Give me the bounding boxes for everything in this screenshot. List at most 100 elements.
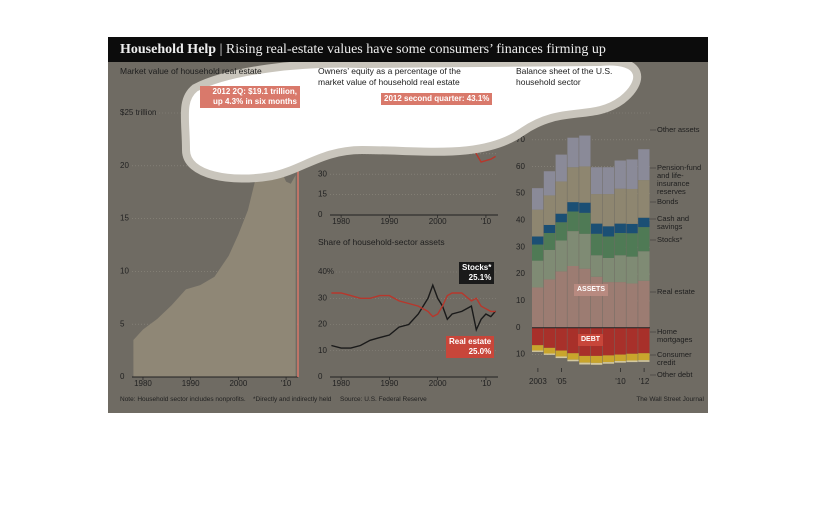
bar-segment bbox=[567, 202, 579, 212]
legend-entry: Pension-fund and life-insurance reserves bbox=[657, 163, 702, 196]
bar-segment bbox=[602, 362, 615, 364]
bar-segment bbox=[602, 226, 615, 237]
bar-segment bbox=[591, 194, 603, 224]
bar-segment bbox=[555, 213, 567, 223]
x-tick-label: 1980 bbox=[332, 379, 350, 388]
bar-segment bbox=[532, 236, 544, 245]
bar-segment bbox=[591, 355, 603, 363]
bar-segment bbox=[614, 223, 626, 233]
bar-segment bbox=[555, 327, 567, 351]
bar-segment bbox=[543, 327, 556, 348]
bar-segment bbox=[567, 137, 579, 168]
y-tick-label: 20 bbox=[318, 320, 327, 329]
bar-segment bbox=[532, 188, 544, 210]
x-tick-label: 1990 bbox=[380, 217, 398, 226]
bar-segment bbox=[638, 327, 650, 354]
bar-segment bbox=[532, 287, 544, 328]
bar-segment bbox=[591, 223, 603, 234]
legend-entry: Other debt bbox=[657, 370, 693, 379]
bar-segment bbox=[579, 166, 591, 203]
header-title: Household Help bbox=[120, 42, 217, 57]
legend-entry: Real estate bbox=[657, 287, 695, 296]
bar-segment bbox=[626, 159, 638, 189]
y-tick-label: 10 bbox=[120, 267, 129, 276]
bar-segment bbox=[614, 282, 626, 328]
bar-segment bbox=[555, 222, 567, 241]
chart-title: Owners’ equity as a percentage of the ma… bbox=[318, 66, 461, 87]
legend-entry: Other assets bbox=[657, 125, 700, 134]
line bbox=[331, 292, 496, 318]
x-tick-label: 2000 bbox=[229, 379, 247, 388]
bar-segment bbox=[532, 345, 544, 351]
y-tick-label: 10 bbox=[516, 350, 525, 359]
y-tick-label: 10 bbox=[318, 346, 327, 355]
annotation: DEBT bbox=[578, 334, 604, 346]
separator: | bbox=[219, 42, 223, 57]
y-tick-label: 40% bbox=[318, 267, 334, 276]
legend-name: Stocks* bbox=[462, 263, 492, 272]
bar-segment bbox=[591, 233, 603, 256]
x-tick-label: '12 bbox=[639, 377, 650, 386]
area bbox=[133, 128, 296, 377]
bar-segment bbox=[638, 227, 650, 252]
bar-segment bbox=[591, 362, 603, 365]
y-tick-label: 20 bbox=[120, 161, 129, 170]
bar-segment bbox=[602, 194, 615, 227]
x-tick-label: 1990 bbox=[380, 379, 398, 388]
y-tick-label: 70 bbox=[516, 135, 525, 144]
bar-segment bbox=[626, 353, 638, 361]
bar-segment bbox=[638, 149, 650, 181]
bar-segment bbox=[614, 188, 626, 224]
bar-segment bbox=[591, 276, 603, 328]
bar-segment bbox=[626, 360, 638, 363]
annotation: ASSETS bbox=[574, 284, 609, 296]
series-label: Stocks* 25.1% bbox=[459, 262, 495, 284]
bar-segment bbox=[543, 249, 556, 280]
legend-entry: Consumer credit bbox=[657, 350, 692, 367]
bar-segment bbox=[591, 167, 603, 195]
x-tick-label: '10 bbox=[481, 379, 492, 388]
x-tick-label: 1990 bbox=[182, 379, 200, 388]
x-tick-label: '10 bbox=[281, 379, 292, 388]
bar-segment bbox=[614, 160, 626, 189]
chart-title: Market value of household real estate bbox=[120, 66, 262, 76]
header-subtitle: Rising real-estate values have some cons… bbox=[225, 42, 606, 57]
bar-segment bbox=[555, 181, 567, 214]
bar-segment bbox=[614, 232, 626, 256]
x-tick-label: '10 bbox=[481, 217, 492, 226]
y-tick-label: 30 bbox=[318, 293, 327, 302]
bar-segment bbox=[626, 327, 638, 354]
bar-segment bbox=[555, 356, 567, 359]
bar-segment bbox=[579, 362, 591, 365]
bar-segment bbox=[602, 327, 615, 356]
legend-entry: Bonds bbox=[657, 197, 679, 206]
line bbox=[331, 283, 497, 349]
bar-segment bbox=[567, 359, 579, 362]
bar-segment bbox=[543, 232, 556, 250]
y-tick-label: 0 bbox=[120, 372, 125, 381]
footnote: *Directly and indirectly held bbox=[253, 396, 332, 403]
bar-segment bbox=[567, 211, 579, 232]
bar-segment bbox=[567, 353, 579, 360]
bar-segment bbox=[579, 233, 591, 269]
legend-entry: Home mortgages bbox=[657, 327, 693, 344]
bar-segment bbox=[532, 244, 544, 261]
y-tick-label: 30 bbox=[318, 169, 327, 178]
bar-segment bbox=[638, 360, 650, 362]
bar-segment bbox=[555, 350, 567, 357]
annotation: 2012 second quarter: 43.1% bbox=[381, 93, 493, 105]
bar-segment bbox=[638, 217, 650, 228]
bar-segment bbox=[638, 353, 650, 361]
y-tick-label: $25 trillion bbox=[120, 108, 156, 117]
bar-segment bbox=[614, 361, 626, 363]
y-tick-label: 60 bbox=[516, 162, 525, 171]
bar-segment bbox=[579, 268, 591, 328]
bar-segment bbox=[567, 266, 579, 328]
bar-segment bbox=[626, 188, 638, 224]
chart-title: Balance sheet of the U.S. household sect… bbox=[516, 66, 613, 87]
end-label: 25.0% bbox=[468, 347, 492, 356]
bar-segment bbox=[626, 233, 638, 257]
bar-segment bbox=[579, 135, 591, 167]
bar-segment bbox=[602, 355, 615, 363]
